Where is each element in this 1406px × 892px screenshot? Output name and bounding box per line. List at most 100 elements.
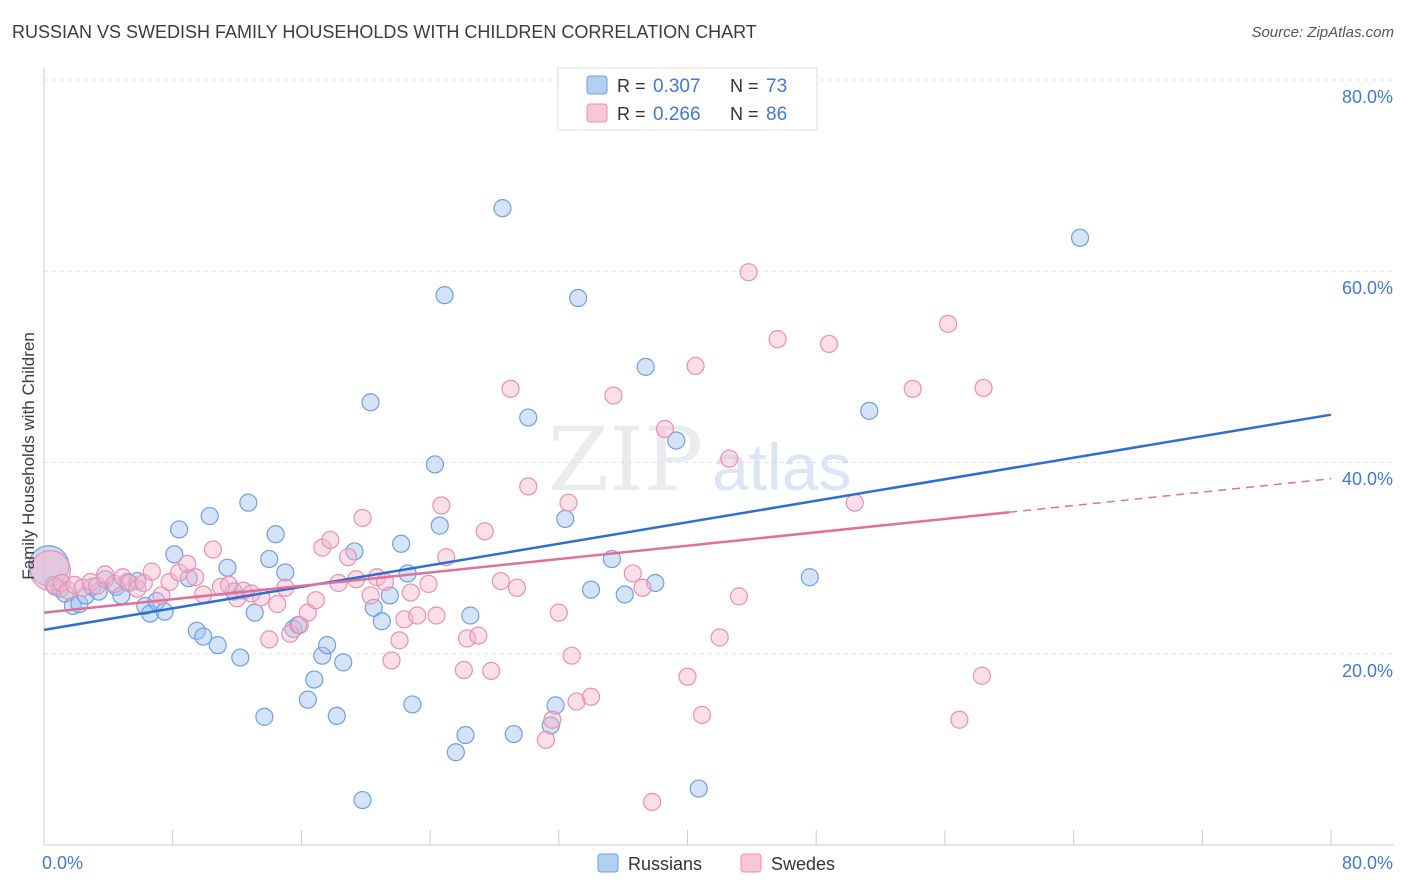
swede-point [768,330,787,349]
russian-point [305,670,324,689]
swede-point [972,666,992,685]
swede-point [543,710,562,729]
swede-point [559,493,578,512]
swede-point [623,564,642,583]
chart-title: RUSSIAN VS SWEDISH FAMILY HOUSEHOLDS WIT… [12,22,757,42]
gridlines [44,79,1394,655]
swede-point [710,628,729,647]
legend-n-label-russians: N = [730,76,764,96]
swede-point [353,508,372,528]
swede-point [482,661,501,681]
swede-point [581,687,601,706]
swede-point [903,379,922,398]
y-axis-title: Family Households with Children [19,332,38,580]
russian-point [170,520,189,539]
swede-point [142,562,161,581]
russian-point [255,707,274,726]
russian-point [519,408,538,427]
swede-point [178,554,197,573]
legend-r-label-swedes: R = [617,104,651,124]
swede-point [739,263,758,282]
swede-point [536,730,556,749]
swede-point [567,692,586,711]
legend-r-label-russians: R = [617,76,651,96]
russian-point [430,516,449,535]
y-tick-label: 60.0% [1342,278,1393,298]
russian-point [493,199,512,218]
swede-point [321,530,340,550]
russian-point [179,569,198,588]
source-label: Source: ZipAtlas.com [1251,24,1394,41]
russian-point [569,288,588,308]
russian-point [194,627,213,646]
swede-point [939,314,958,333]
swede-point [643,792,662,812]
russian-point [318,636,337,655]
swede-point [950,710,969,729]
swede-point [186,568,205,587]
russian-point [581,580,601,599]
russian-point [200,506,219,526]
legend-n-value-russians: 73 [766,76,787,97]
russians-trend-line [43,413,1332,632]
swede-point [974,378,993,398]
swede-point [501,379,520,398]
swede-point [475,522,494,541]
trend-lines [43,413,1332,632]
russian-point [615,585,634,604]
swede-point [361,586,380,605]
swede-point [306,591,325,610]
swede-point [401,583,420,602]
russian-point [208,636,227,655]
russian-point [260,549,279,569]
watermark-atlas: atlas [712,430,851,504]
swede-point [562,646,581,665]
swede-point [160,572,179,592]
legend-n-value-swedes: 86 [766,104,787,125]
y-tick-label: 40.0% [1342,469,1393,489]
swede-point [382,651,401,670]
russian-point [276,563,295,582]
legend-r-value-russians: 0.307 [653,76,701,97]
russian-point [860,401,879,420]
series-label-russians: Russians [628,854,702,874]
russian-point [327,706,346,726]
swede-point [519,477,538,496]
swede-point [338,548,358,567]
russian-point [218,558,237,577]
russian-point [392,534,411,553]
swede-point [390,631,409,650]
russian-point [245,603,264,622]
russian-point [1070,228,1090,247]
series-swatch-russians [597,853,619,873]
series-swatch-swedes [740,853,762,873]
swede-point [819,334,839,354]
russian-point [461,606,480,625]
russian-point [353,790,372,810]
y-tick-label: 20.0% [1342,661,1393,681]
russian-point [313,646,332,665]
swede-point [454,660,473,680]
russian-point [334,653,353,672]
russian-point [636,357,655,376]
legend-r-value-swedes: 0.266 [653,104,701,125]
swede-point [692,705,712,725]
russian-point [372,612,391,631]
russian-point [689,779,708,798]
russian-point [546,696,565,715]
russian-point [361,393,380,412]
swede-point [96,565,115,584]
russian-point [456,725,475,745]
swede-point [268,594,287,614]
swede-point [729,587,749,606]
russian-point [266,525,285,544]
russian-point [298,690,317,709]
russian-point [435,286,454,305]
swede-point [604,386,623,405]
x-tick-label-min: 0.0% [42,853,83,873]
russian-point [667,431,686,450]
legend-swatch-russians [586,75,608,95]
russian-point [165,545,184,564]
swede-point [432,496,451,515]
